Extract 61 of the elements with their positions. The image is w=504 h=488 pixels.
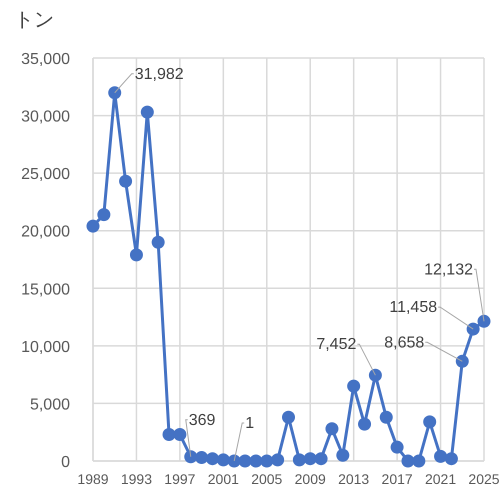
x-tick-label: 1989 <box>77 471 109 487</box>
point <box>390 440 404 454</box>
point <box>152 236 165 249</box>
point <box>314 452 328 466</box>
data-label: 11,458 <box>389 299 438 316</box>
data-label: 8,658 <box>384 334 424 352</box>
point <box>380 410 393 424</box>
point <box>130 248 143 262</box>
y-tick-label: 15,000 <box>21 281 70 298</box>
x-tick-label: 2017 <box>382 471 413 487</box>
point <box>282 410 295 424</box>
x-tick-label: 2005 <box>251 471 283 487</box>
point <box>444 452 458 466</box>
data-label: 31,982 <box>134 66 184 83</box>
x-tick-label: 1997 <box>164 471 196 487</box>
point <box>108 86 122 100</box>
point <box>86 220 100 233</box>
point <box>162 428 176 442</box>
point <box>271 453 284 466</box>
point <box>140 106 154 119</box>
data-label: 12,132 <box>424 261 474 278</box>
y-axis-title: トン <box>14 9 54 31</box>
point <box>304 452 317 466</box>
point <box>206 452 219 466</box>
point <box>216 453 230 466</box>
y-tick-label: 5,000 <box>30 396 70 414</box>
x-tick-label: 1993 <box>120 471 152 487</box>
point <box>336 448 350 462</box>
x-tick-label: 2013 <box>338 471 370 487</box>
data-label: 7,452 <box>316 336 356 354</box>
y-tick-label: 10,000 <box>21 338 70 356</box>
point <box>173 428 186 442</box>
point <box>401 454 414 468</box>
point <box>434 450 448 463</box>
point <box>119 174 132 188</box>
point <box>456 354 469 368</box>
y-tick-label: 20,000 <box>21 224 70 241</box>
y-tick-label: 35,000 <box>21 51 70 68</box>
data-label: 369 <box>188 412 216 429</box>
point <box>292 453 306 466</box>
x-tick-label: 2009 <box>294 471 326 487</box>
y-tick-label: 30,000 <box>21 108 70 126</box>
point <box>249 454 262 468</box>
point <box>412 454 426 468</box>
x-tick-label: 2001 <box>208 471 240 487</box>
data-label: 1 <box>245 414 254 432</box>
point <box>347 380 360 393</box>
point <box>368 368 382 382</box>
point <box>466 322 480 336</box>
point <box>238 454 252 468</box>
point <box>358 418 372 431</box>
x-tick-label: 2025 <box>468 471 500 487</box>
y-tick-label: 0 <box>61 454 70 471</box>
point <box>97 208 110 222</box>
point <box>423 415 436 428</box>
point <box>260 454 274 468</box>
point <box>478 314 490 328</box>
y-tick-label: 25,000 <box>21 166 70 184</box>
point <box>195 451 208 464</box>
point <box>325 422 338 436</box>
x-tick-label: 2021 <box>424 471 456 487</box>
